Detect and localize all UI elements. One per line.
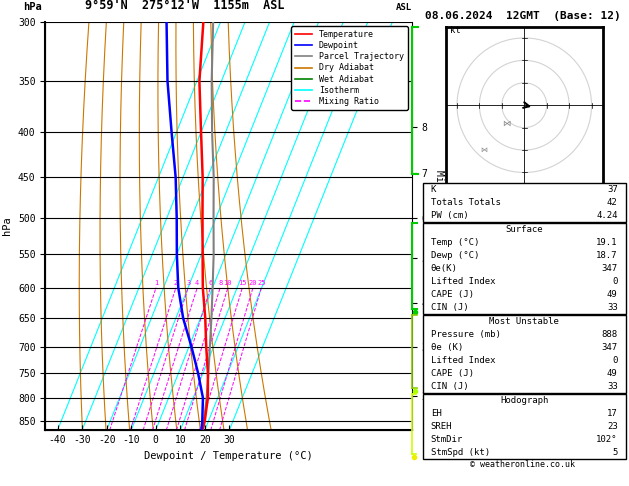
Text: K: K (431, 185, 436, 194)
Text: 10: 10 (224, 280, 232, 286)
Y-axis label: Mixing Ratio (g/kg): Mixing Ratio (g/kg) (434, 170, 444, 282)
FancyBboxPatch shape (423, 223, 626, 314)
Text: 49: 49 (607, 290, 618, 299)
Text: 23: 23 (607, 422, 618, 431)
Text: LCL: LCL (456, 421, 472, 430)
Text: hPa: hPa (23, 1, 42, 12)
Text: 0: 0 (613, 356, 618, 365)
Text: 4: 4 (195, 280, 199, 286)
Text: θe(K): θe(K) (431, 264, 458, 273)
Y-axis label: hPa: hPa (3, 217, 13, 235)
Text: SREH: SREH (431, 422, 452, 431)
Text: 33: 33 (607, 303, 618, 312)
Text: PW (cm): PW (cm) (431, 211, 469, 220)
Text: CAPE (J): CAPE (J) (431, 369, 474, 378)
Text: CIN (J): CIN (J) (431, 303, 469, 312)
Text: StmDir: StmDir (431, 435, 463, 444)
Text: kt: kt (450, 26, 461, 35)
Text: 888: 888 (601, 330, 618, 339)
FancyBboxPatch shape (423, 394, 626, 459)
Text: 0: 0 (613, 277, 618, 286)
Text: 15: 15 (238, 280, 247, 286)
Text: 347: 347 (601, 343, 618, 352)
Text: 9°59'N  275°12'W  1155m  ASL: 9°59'N 275°12'W 1155m ASL (85, 0, 284, 12)
Text: 8: 8 (218, 280, 222, 286)
Text: 4.24: 4.24 (596, 211, 618, 220)
Text: θe (K): θe (K) (431, 343, 463, 352)
Text: Surface: Surface (506, 225, 543, 234)
Text: Hodograph: Hodograph (500, 396, 548, 405)
Text: 2: 2 (174, 280, 178, 286)
Text: 49: 49 (607, 369, 618, 378)
Text: 37: 37 (607, 185, 618, 194)
X-axis label: Dewpoint / Temperature (°C): Dewpoint / Temperature (°C) (144, 451, 313, 461)
Text: 18.7: 18.7 (596, 251, 618, 260)
Text: CAPE (J): CAPE (J) (431, 290, 474, 299)
Text: 1: 1 (154, 280, 158, 286)
Text: EH: EH (431, 409, 442, 418)
Text: 347: 347 (601, 264, 618, 273)
Text: $\bowtie$: $\bowtie$ (501, 119, 512, 128)
Legend: Temperature, Dewpoint, Parcel Trajectory, Dry Adiabat, Wet Adiabat, Isotherm, Mi: Temperature, Dewpoint, Parcel Trajectory… (291, 26, 408, 110)
Text: 42: 42 (607, 198, 618, 207)
Text: Totals Totals: Totals Totals (431, 198, 501, 207)
Text: 5: 5 (613, 448, 618, 457)
Text: Temp (°C): Temp (°C) (431, 238, 479, 247)
FancyBboxPatch shape (423, 183, 626, 222)
Text: Pressure (mb): Pressure (mb) (431, 330, 501, 339)
Text: 33: 33 (607, 382, 618, 391)
Text: km
ASL: km ASL (396, 0, 412, 12)
Text: 08.06.2024  12GMT  (Base: 12): 08.06.2024 12GMT (Base: 12) (425, 11, 621, 21)
Text: 25: 25 (257, 280, 265, 286)
Text: © weatheronline.co.uk: © weatheronline.co.uk (470, 460, 575, 469)
Text: 6: 6 (208, 280, 213, 286)
Text: 20: 20 (248, 280, 257, 286)
Text: 102°: 102° (596, 435, 618, 444)
FancyBboxPatch shape (423, 315, 626, 393)
Text: 3: 3 (186, 280, 191, 286)
Text: StmSpd (kt): StmSpd (kt) (431, 448, 490, 457)
Text: Most Unstable: Most Unstable (489, 317, 559, 326)
Text: Lifted Index: Lifted Index (431, 277, 495, 286)
Text: $\bowtie$: $\bowtie$ (479, 146, 489, 154)
Text: 17: 17 (607, 409, 618, 418)
Text: CIN (J): CIN (J) (431, 382, 469, 391)
Text: Lifted Index: Lifted Index (431, 356, 495, 365)
Text: 19.1: 19.1 (596, 238, 618, 247)
Text: Dewp (°C): Dewp (°C) (431, 251, 479, 260)
